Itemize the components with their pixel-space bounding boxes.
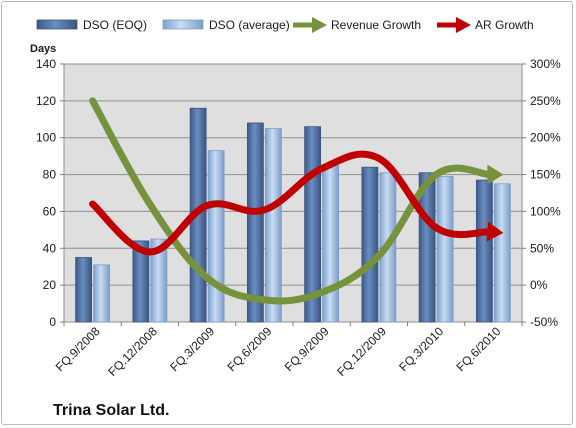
bar-dso-average	[493, 183, 511, 323]
y-tick-label: 120	[36, 94, 56, 108]
y2-tick-label: 250%	[530, 94, 561, 108]
bar-dso-average	[207, 150, 225, 323]
company-name: Trina Solar Ltd.	[53, 402, 169, 419]
y-axis-title: Days	[30, 43, 56, 55]
y2-tick-label: 0%	[530, 278, 548, 292]
bar-dso-average	[322, 164, 340, 323]
bar-dso-average	[93, 264, 111, 323]
x-tick-label: FQ.9/2008	[53, 324, 103, 374]
y2-tick-label: -50%	[530, 315, 558, 329]
legend-swatch-dso-eoq	[36, 19, 78, 30]
y2-tick-label: 150%	[530, 168, 561, 182]
y2-axis-ticks: -50% 0% 50% 100% 150% 200% 250% 300%	[522, 57, 561, 329]
bar-dso-average	[264, 128, 282, 323]
x-tick-label: FQ.12/2008	[105, 324, 160, 379]
bar-dso-average	[150, 238, 168, 323]
legend-label-revenue-growth: Revenue Growth	[331, 18, 421, 32]
y-tick-label: 60	[43, 204, 57, 218]
bar-dso-eoq	[246, 122, 264, 323]
x-tick-label: FQ.3/2009	[167, 324, 217, 374]
line-ar-growth	[89, 150, 493, 256]
y2-tick-label: 200%	[530, 131, 561, 145]
x-axis-ticks: FQ.9/2008 FQ.12/2008 FQ.3/2009 FQ.6/2009 FQ.…	[53, 322, 523, 379]
y-tick-label: 0	[49, 315, 56, 329]
line-revenue-growth	[89, 97, 493, 305]
y-tick-label: 100	[36, 131, 56, 145]
x-tick-label: FQ.3/2010	[396, 324, 446, 374]
line-revenue-growth-arrowhead	[487, 164, 504, 185]
line-series	[89, 97, 504, 305]
legend-swatch-dso-average	[162, 19, 204, 30]
y-tick-label: 40	[43, 241, 57, 255]
x-tick-label: FQ.6/2010	[454, 324, 504, 374]
y2-tick-label: 100%	[530, 204, 561, 218]
y2-tick-label: 300%	[530, 57, 561, 71]
x-tick-label: FQ.12/2009	[334, 324, 389, 379]
y-tick-label: 80	[43, 168, 57, 182]
bar-dso-eoq	[75, 257, 93, 323]
legend-swatch-revenue-growth	[293, 17, 327, 33]
legend: DSO (EOQ) DSO (average) Revenue Growth A…	[36, 17, 534, 33]
y-tick-label: 140	[36, 57, 56, 71]
legend-swatch-ar-growth	[437, 17, 471, 33]
y-tick-label: 20	[43, 278, 57, 292]
legend-label-ar-growth: AR Growth	[475, 18, 534, 32]
legend-label-dso-eoq: DSO (EOQ)	[83, 18, 147, 32]
bar-dso-eoq	[361, 166, 379, 323]
bar-dso-average	[436, 176, 454, 323]
bar-dso-eoq	[132, 240, 150, 323]
bar-dso-eoq	[475, 179, 493, 323]
x-tick-label: FQ.6/2009	[225, 324, 275, 374]
y2-tick-label: 50%	[530, 241, 554, 255]
y-axis-ticks: 0 20 40 60 80 100 120 140	[36, 57, 64, 329]
legend-label-dso-average: DSO (average)	[209, 18, 290, 32]
x-tick-label: FQ.9/2009	[282, 324, 332, 374]
line-ar-growth-arrowhead	[486, 221, 504, 242]
